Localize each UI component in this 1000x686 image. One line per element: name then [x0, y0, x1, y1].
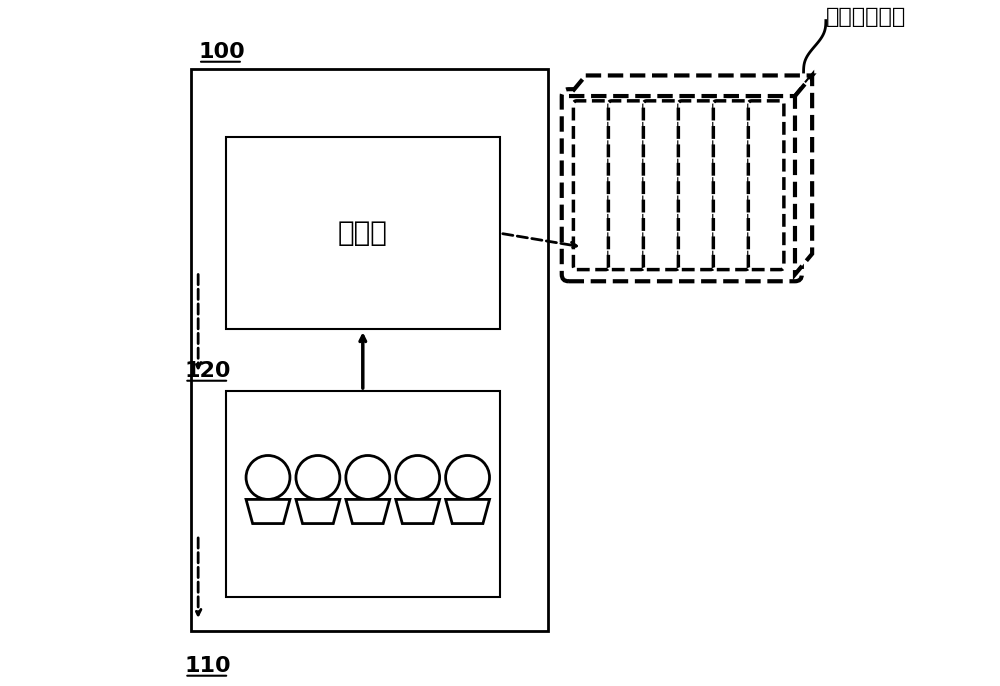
Text: 机器学习模型: 机器学习模型 [826, 8, 906, 27]
Polygon shape [795, 75, 812, 274]
FancyBboxPatch shape [562, 89, 802, 281]
FancyBboxPatch shape [678, 101, 714, 270]
Text: 110: 110 [184, 656, 231, 676]
Bar [226, 137, 500, 329]
Bar [226, 391, 500, 597]
FancyBboxPatch shape [713, 101, 749, 270]
Circle shape [446, 456, 490, 499]
Circle shape [296, 456, 340, 499]
Circle shape [246, 456, 290, 499]
FancyBboxPatch shape [748, 101, 784, 270]
Bar [191, 69, 548, 631]
Text: 处理器: 处理器 [338, 220, 388, 247]
Polygon shape [296, 499, 340, 523]
Circle shape [396, 456, 440, 499]
Polygon shape [569, 75, 812, 96]
Polygon shape [246, 499, 290, 523]
Circle shape [346, 456, 390, 499]
FancyBboxPatch shape [573, 101, 609, 270]
FancyBboxPatch shape [643, 101, 679, 270]
Polygon shape [346, 499, 390, 523]
Polygon shape [396, 499, 440, 523]
Text: 100: 100 [198, 42, 245, 62]
Polygon shape [446, 499, 490, 523]
FancyBboxPatch shape [608, 101, 644, 270]
Text: 120: 120 [184, 361, 231, 381]
